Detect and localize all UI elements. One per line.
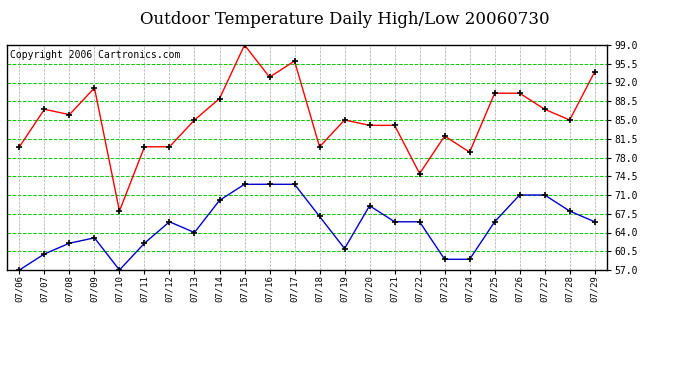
- Text: Copyright 2006 Cartronics.com: Copyright 2006 Cartronics.com: [10, 50, 180, 60]
- Text: Outdoor Temperature Daily High/Low 20060730: Outdoor Temperature Daily High/Low 20060…: [140, 11, 550, 28]
